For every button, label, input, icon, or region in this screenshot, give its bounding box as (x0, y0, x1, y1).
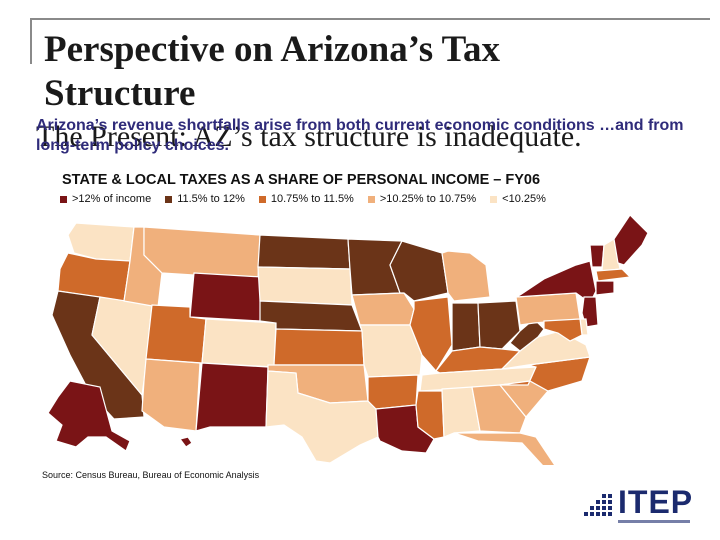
map-title: STATE & LOCAL TAXES AS A SHARE OF PERSON… (62, 172, 541, 188)
state-AL (441, 386, 481, 438)
state-AR (367, 374, 419, 410)
state-MI (441, 250, 491, 302)
map-legend: >12% of income 11.5% to 12% 10.75% to 11… (60, 193, 546, 205)
legend-label: 11.5% to 12% (177, 193, 245, 205)
state-GA (471, 384, 527, 434)
legend-label: 10.75% to 11.5% (270, 193, 354, 205)
state-IL (409, 296, 453, 373)
state-MD (543, 318, 583, 342)
state-VA (500, 330, 591, 370)
logo-underline (618, 520, 690, 523)
legend-item: >10.25% to 10.75% (367, 193, 477, 205)
state-MA (595, 268, 632, 282)
state-ME (613, 214, 649, 266)
legend-item: 11.5% to 12% (165, 193, 245, 205)
title-frame-left (30, 18, 32, 64)
legend-label: >12% of income (72, 193, 152, 205)
legend-item: 10.75% to 11.5% (258, 193, 354, 205)
legend-item: <10.25% (490, 193, 546, 205)
state-ND (257, 234, 351, 270)
state-IA (351, 292, 415, 326)
itep-logo: ITEP (578, 484, 692, 528)
state-NC (499, 356, 591, 392)
legend-label: <10.25% (502, 193, 546, 205)
us-states-map (47, 214, 649, 465)
state-CT (595, 280, 615, 296)
state-FL (453, 432, 556, 465)
state-NM (195, 362, 269, 432)
state-TX (265, 370, 379, 464)
state-SD (257, 266, 353, 306)
slide-title: Perspective on Arizona’s Tax Structure (44, 29, 500, 114)
state-AK (47, 380, 131, 452)
state-IN (451, 302, 481, 352)
state-MT (143, 226, 261, 280)
itep-emblem-icon (584, 494, 612, 516)
state-HI (178, 436, 193, 448)
state-AZ (141, 358, 201, 432)
state-OH (477, 300, 521, 350)
legend-swatch (165, 195, 173, 203)
state-VT (589, 244, 605, 268)
state-WY (189, 272, 263, 322)
state-KS (273, 328, 365, 366)
legend-swatch (258, 195, 266, 203)
present-statement: The Present: AZ’s tax structure is inade… (36, 120, 582, 153)
legend-swatch (367, 195, 375, 203)
legend-swatch (60, 195, 67, 203)
slide-subtitle: Arizona’s revenue shortfalls arise from … (36, 117, 684, 154)
title-frame-top (30, 18, 710, 20)
legend-item: >12% of income (60, 193, 151, 205)
legend-swatch (490, 195, 498, 203)
state-CO (201, 318, 277, 368)
logo-text: ITEP (618, 484, 694, 520)
source-note: Source: Census Bureau, Bureau of Economi… (42, 470, 260, 480)
legend-label: >10.25% to 10.75% (379, 193, 477, 205)
